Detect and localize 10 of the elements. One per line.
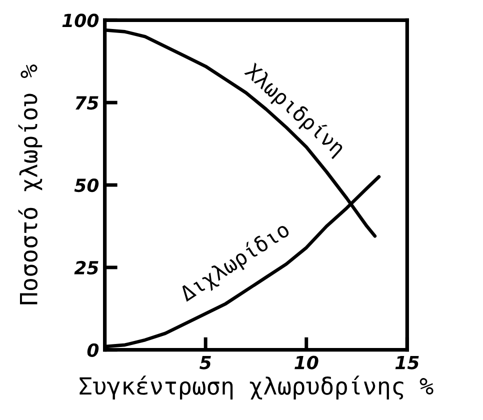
y-tick-label: 0: [87, 343, 99, 357]
x-tick-label: 10: [294, 356, 318, 370]
x-tick-label: 5: [200, 356, 211, 370]
y-axis-title: Ποσοστό χλωρίου %: [18, 64, 42, 304]
y-tick-label: 75: [76, 96, 98, 110]
y-tick-label: 50: [74, 178, 99, 192]
y-tick-label: 25: [74, 260, 98, 275]
x-axis-title: Συγκέντρωση χλωρυδρίνης %: [80, 376, 434, 400]
y-tick-label: 100: [62, 14, 99, 28]
x-tick-label: 15: [395, 356, 419, 370]
